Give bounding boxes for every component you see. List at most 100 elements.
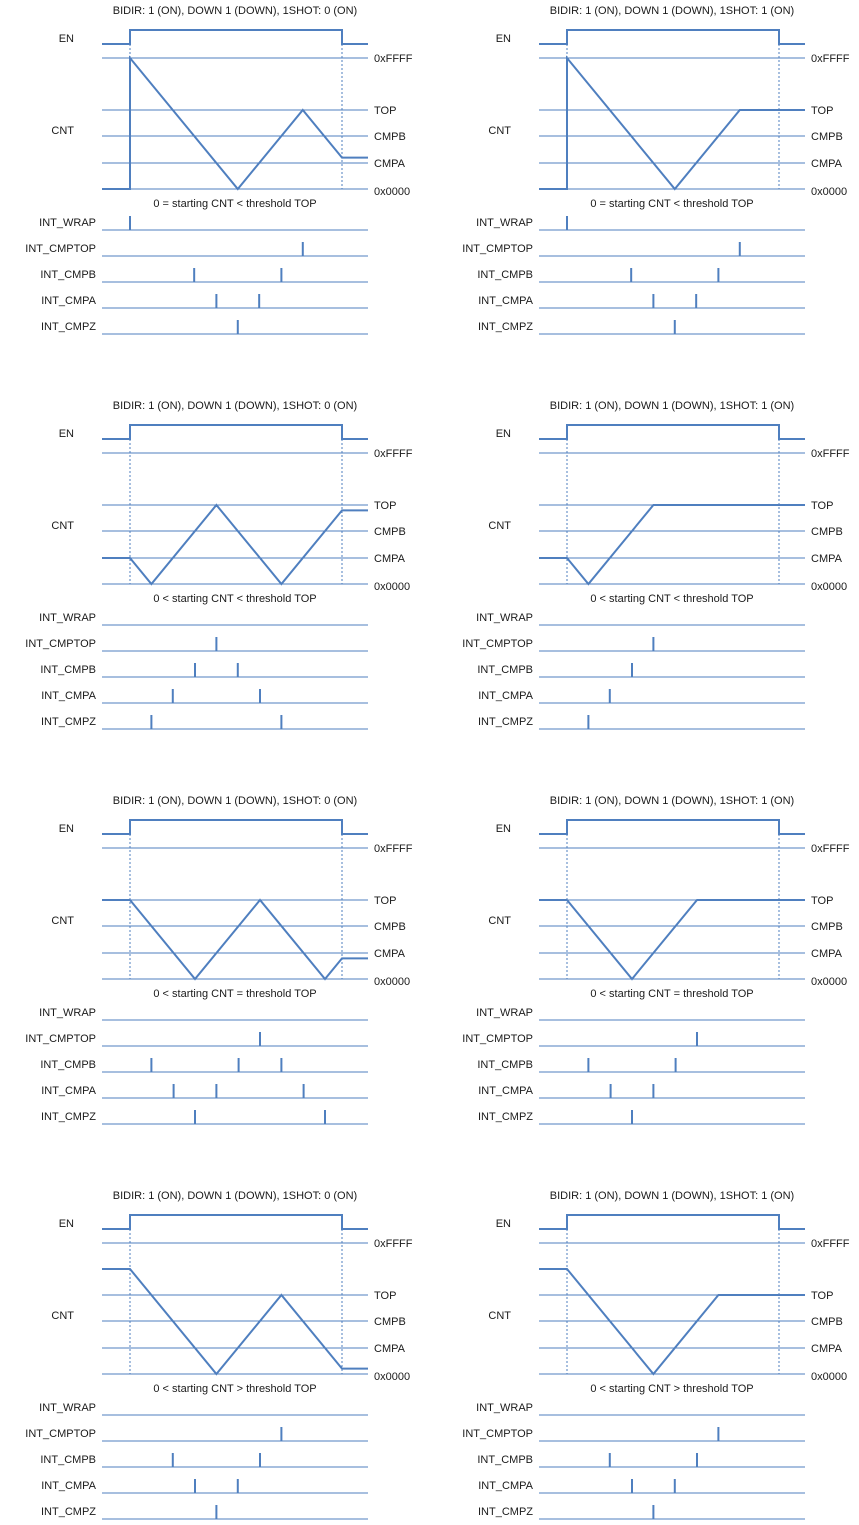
timing-panel: BIDIR: 1 (ON), DOWN 1 (DOWN), 1SHOT: 0 (… — [25, 795, 412, 1124]
cnt-label: CNT — [488, 520, 511, 532]
level-label-zero: 0x0000 — [374, 976, 410, 988]
threshold-caption: 0 < starting CNT < threshold TOP — [153, 593, 316, 605]
level-label-cmpa: CMPA — [374, 1343, 406, 1355]
threshold-caption: 0 = starting CNT < threshold TOP — [590, 198, 753, 210]
panel-title: BIDIR: 1 (ON), DOWN 1 (DOWN), 1SHOT: 1 (… — [550, 795, 794, 807]
level-label-cmpb: CMPB — [811, 526, 843, 538]
counter-waveform — [102, 900, 368, 979]
interrupt-label: INT_WRAP — [39, 612, 96, 624]
interrupt-label: INT_CMPTOP — [25, 1033, 96, 1045]
enable-waveform — [102, 425, 368, 439]
timing-panel: BIDIR: 1 (ON), DOWN 1 (DOWN), 1SHOT: 1 (… — [462, 795, 849, 1124]
threshold-caption: 0 < starting CNT = threshold TOP — [590, 988, 753, 1000]
level-label-cmpa: CMPA — [811, 158, 843, 170]
level-label-ffff: 0xFFFF — [811, 843, 850, 855]
panel-title: BIDIR: 1 (ON), DOWN 1 (DOWN), 1SHOT: 1 (… — [550, 5, 794, 17]
level-label-ffff: 0xFFFF — [374, 448, 413, 460]
cnt-label: CNT — [488, 125, 511, 137]
interrupt-label: INT_CMPA — [478, 295, 533, 307]
level-label-top: TOP — [374, 895, 396, 907]
interrupt-label: INT_WRAP — [476, 217, 533, 229]
level-label-cmpb: CMPB — [811, 921, 843, 933]
interrupt-label: INT_CMPZ — [41, 1111, 96, 1123]
level-label-top: TOP — [811, 895, 833, 907]
level-label-zero: 0x0000 — [811, 1371, 847, 1383]
enable-waveform — [539, 30, 805, 44]
cnt-label: CNT — [488, 915, 511, 927]
level-label-ffff: 0xFFFF — [374, 53, 413, 65]
en-label: EN — [59, 33, 74, 45]
cnt-label: CNT — [51, 915, 74, 927]
level-label-cmpa: CMPA — [374, 948, 406, 960]
interrupt-label: INT_CMPA — [478, 1085, 533, 1097]
en-label: EN — [496, 33, 511, 45]
interrupt-label: INT_CMPZ — [478, 716, 533, 728]
level-label-zero: 0x0000 — [374, 1371, 410, 1383]
level-label-cmpa: CMPA — [374, 158, 406, 170]
interrupt-label: INT_CMPTOP — [25, 243, 96, 255]
interrupt-label: INT_CMPA — [41, 1085, 96, 1097]
level-label-zero: 0x0000 — [374, 186, 410, 198]
enable-waveform — [539, 425, 805, 439]
enable-waveform — [102, 1215, 368, 1229]
interrupt-label: INT_CMPZ — [478, 1111, 533, 1123]
interrupt-label: INT_CMPZ — [41, 716, 96, 728]
interrupt-label: INT_CMPZ — [478, 321, 533, 333]
level-label-cmpb: CMPB — [374, 526, 406, 538]
interrupt-label: INT_CMPA — [41, 690, 96, 702]
counter-waveform — [102, 505, 368, 584]
level-label-cmpb: CMPB — [374, 131, 406, 143]
level-label-zero: 0x0000 — [374, 581, 410, 593]
level-label-ffff: 0xFFFF — [374, 1238, 413, 1250]
counter-waveform — [102, 58, 368, 189]
counter-waveform — [539, 505, 805, 584]
interrupt-label: INT_CMPB — [477, 1059, 533, 1071]
interrupt-label: INT_WRAP — [476, 612, 533, 624]
interrupt-label: INT_CMPZ — [478, 1506, 533, 1518]
interrupt-label: INT_CMPB — [40, 664, 96, 676]
interrupt-label: INT_CMPA — [41, 295, 96, 307]
timing-panel: BIDIR: 1 (ON), DOWN 1 (DOWN), 1SHOT: 0 (… — [25, 5, 412, 334]
threshold-caption: 0 < starting CNT > threshold TOP — [590, 1383, 753, 1395]
threshold-caption: 0 < starting CNT > threshold TOP — [153, 1383, 316, 1395]
enable-waveform — [102, 820, 368, 834]
interrupt-label: INT_CMPTOP — [25, 1428, 96, 1440]
threshold-caption: 0 < starting CNT = threshold TOP — [153, 988, 316, 1000]
level-label-cmpa: CMPA — [811, 948, 843, 960]
level-label-cmpa: CMPA — [811, 553, 843, 565]
en-label: EN — [59, 823, 74, 835]
panel-title: BIDIR: 1 (ON), DOWN 1 (DOWN), 1SHOT: 0 (… — [113, 795, 357, 807]
panel-title: BIDIR: 1 (ON), DOWN 1 (DOWN), 1SHOT: 0 (… — [113, 1190, 357, 1202]
en-label: EN — [59, 1218, 74, 1230]
threshold-caption: 0 < starting CNT < threshold TOP — [590, 593, 753, 605]
interrupt-label: INT_CMPA — [478, 1480, 533, 1492]
timing-panel: BIDIR: 1 (ON), DOWN 1 (DOWN), 1SHOT: 1 (… — [462, 400, 849, 729]
cnt-label: CNT — [51, 520, 74, 532]
interrupt-label: INT_WRAP — [39, 217, 96, 229]
panel-title: BIDIR: 1 (ON), DOWN 1 (DOWN), 1SHOT: 1 (… — [550, 400, 794, 412]
interrupt-label: INT_CMPB — [477, 269, 533, 281]
en-label: EN — [59, 428, 74, 440]
level-label-cmpb: CMPB — [811, 1316, 843, 1328]
interrupt-label: INT_CMPB — [477, 1454, 533, 1466]
interrupt-label: INT_CMPA — [478, 690, 533, 702]
level-label-ffff: 0xFFFF — [811, 53, 850, 65]
level-label-cmpa: CMPA — [374, 553, 406, 565]
counter-waveform — [539, 900, 805, 979]
counter-waveform — [539, 58, 805, 189]
en-label: EN — [496, 823, 511, 835]
cnt-label: CNT — [488, 1310, 511, 1322]
level-label-cmpb: CMPB — [374, 921, 406, 933]
level-label-top: TOP — [811, 1290, 833, 1302]
panel-title: BIDIR: 1 (ON), DOWN 1 (DOWN), 1SHOT: 0 (… — [113, 5, 357, 17]
level-label-zero: 0x0000 — [811, 976, 847, 988]
interrupt-label: INT_WRAP — [476, 1402, 533, 1414]
interrupt-label: INT_CMPTOP — [462, 1428, 533, 1440]
interrupt-label: INT_CMPZ — [41, 321, 96, 333]
level-label-top: TOP — [374, 1290, 396, 1302]
level-label-top: TOP — [811, 500, 833, 512]
interrupt-label: INT_CMPTOP — [462, 638, 533, 650]
timing-panel: BIDIR: 1 (ON), DOWN 1 (DOWN), 1SHOT: 1 (… — [462, 1190, 849, 1519]
cnt-label: CNT — [51, 1310, 74, 1322]
level-label-zero: 0x0000 — [811, 186, 847, 198]
